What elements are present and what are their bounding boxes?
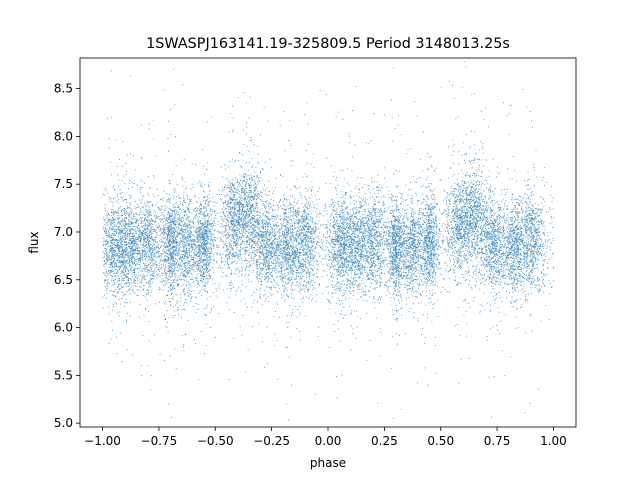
x-tick-label: 0.75	[484, 434, 511, 448]
scatter-points	[102, 61, 555, 421]
y-tick-label: 6.0	[54, 321, 73, 335]
x-axis-ticks: −1.00 −0.75 −0.50 −0.25 0.00 0.25 0.50 0.75 1.00	[84, 427, 567, 448]
x-tick-label: −1.00	[84, 434, 121, 448]
y-tick-label: 7.0	[54, 225, 73, 239]
y-axis-ticks: 5.0 5.5 6.0 6.5 7.0 7.5 8.0 8.5	[54, 82, 80, 430]
y-tick-label: 8.0	[54, 129, 73, 143]
x-tick-label: 0.00	[315, 434, 342, 448]
x-tick-label: 0.25	[371, 434, 398, 448]
data-points	[102, 61, 555, 421]
x-tick-label: −0.25	[253, 434, 290, 448]
chart-title: 1SWASPJ163141.19-325809.5 Period 3148013…	[146, 36, 510, 52]
y-tick-label: 7.5	[54, 177, 73, 191]
y-tick-label: 5.0	[54, 416, 73, 430]
y-axis-label: flux	[27, 231, 41, 253]
x-tick-label: 0.50	[427, 434, 454, 448]
x-tick-label: −0.75	[141, 434, 178, 448]
x-tick-label: 1.00	[540, 434, 567, 448]
y-tick-label: 5.5	[54, 368, 73, 382]
y-tick-label: 6.5	[54, 273, 73, 287]
x-axis-label: phase	[310, 456, 346, 470]
y-tick-label: 8.5	[54, 82, 73, 96]
x-tick-label: −0.50	[197, 434, 234, 448]
